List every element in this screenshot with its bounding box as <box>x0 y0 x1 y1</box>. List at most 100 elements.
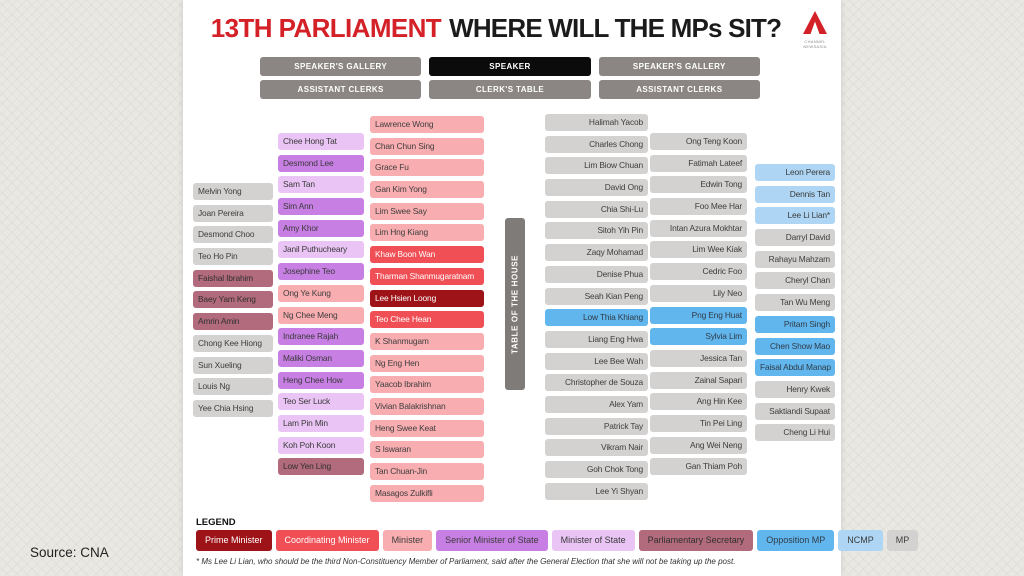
seat-tin-pei-ling: Tin Pei Ling <box>650 414 747 432</box>
seat-leon-perera: Leon Perera <box>755 164 835 181</box>
seat-alex-yam: Alex Yam <box>545 395 648 413</box>
seat-charles-chong: Charles Chong <box>545 135 648 153</box>
seat-png-eng-huat: Png Eng Huat <box>650 306 747 324</box>
seat-tan-chuan-jin: Tan Chuan-Jin <box>370 463 484 480</box>
seat-gan-kim-yong: Gan Kim Yong <box>370 181 484 199</box>
seat-lim-wee-kiak: Lim Wee Kiak <box>650 241 747 259</box>
seat-lim-biow-chuan: Lim Biow Chuan <box>545 157 648 175</box>
seat-s-iswaran: S Iswaran <box>370 441 484 459</box>
seat-ong-teng-koon: Ong Teng Koon <box>650 133 747 150</box>
seat-faishal-ibrahim: Faishal Ibrahim <box>193 269 273 287</box>
seat-masagos-zulkifli: Masagos Zulkifli <box>370 484 484 502</box>
seat-david-ong: David Ong <box>545 179 648 197</box>
seat-edwin-tong: Edwin Tong <box>650 176 747 194</box>
seat-column-5: Ong Teng Koon Fatimah Lateef Edwin Tong Foo… <box>650 133 747 476</box>
seat-column-3: Lawrence Wong Chan Chun Sing Grace Fu Gan K… <box>370 116 484 502</box>
seat-lim-swee-say: Lim Swee Say <box>370 202 484 220</box>
seat-fatimah-lateef: Fatimah Lateef <box>650 154 747 172</box>
seat-ang-wei-neng: Ang Wei Neng <box>650 436 747 454</box>
seat-cheng-li-hui: Cheng Li Hui <box>755 424 835 442</box>
seat-lily-neo: Lily Neo <box>650 284 747 302</box>
seat-intan-azura-mokhtar: Intan Azura Mokhtar <box>650 219 747 237</box>
seat-pritam-singh: Pritam Singh <box>755 315 835 333</box>
bench-speaker-s-gallery: SPEAKER'S GALLERY <box>260 57 422 76</box>
seat-teo-chee-hean: Teo Chee Hean <box>370 311 484 329</box>
seat-melvin-yong: Melvin Yong <box>193 183 273 200</box>
seat-vikram-nair: Vikram Nair <box>545 439 648 457</box>
seat-desmond-lee: Desmond Lee <box>278 154 364 172</box>
seat-amrin-amin: Amrin Amin <box>193 313 273 331</box>
legend-item-coordinating-minister: Coordinating Minister <box>275 530 379 551</box>
seat-koh-poh-koon: Koh Poh Koon <box>278 436 364 454</box>
seat-ng-eng-hen: Ng Eng Hen <box>370 354 484 372</box>
seat-indranee-rajah: Indranee Rajah <box>278 328 364 346</box>
seat-lawrence-wong: Lawrence Wong <box>370 116 484 133</box>
legend-item-prime-minister: Prime Minister <box>196 530 272 551</box>
legend-item-minister: Minister <box>382 530 433 551</box>
seat-sylvia-lim: Sylvia Lim <box>650 328 747 346</box>
seat-zainal-sapari: Zainal Sapari <box>650 371 747 389</box>
seat-sim-ann: Sim Ann <box>278 198 364 216</box>
bench-speaker-s-gallery: SPEAKER'S GALLERY <box>598 57 760 76</box>
seat-low-yen-ling: Low Yen Ling <box>278 458 364 476</box>
seat-teo-ho-pin: Teo Ho Pin <box>193 248 273 266</box>
seat-lee-hsien-loong: Lee Hsien Loong <box>370 289 484 307</box>
seat-grace-fu: Grace Fu <box>370 159 484 177</box>
seat-column-2: Chee Hong Tat Desmond Lee Sam Tan Sim Ann Am… <box>278 133 364 476</box>
seat-jessica-tan: Jessica Tan <box>650 349 747 367</box>
seat-heng-chee-how: Heng Chee How <box>278 371 364 389</box>
seat-henry-kwek: Henry Kwek <box>755 380 835 398</box>
seat-dennis-tan: Dennis Tan <box>755 185 835 203</box>
legend-item-senior-minister-of-state: Senior Minister of State <box>436 530 548 551</box>
seat-denise-phua: Denise Phua <box>545 265 648 283</box>
footnote: * Ms Lee Li Lian, who should be the thir… <box>196 557 736 566</box>
seat-lee-bee-wah: Lee Bee Wah <box>545 352 648 370</box>
seat-faisal-abdul-manap: Faisal Abdul Manap <box>755 359 835 377</box>
seat-seah-kian-peng: Seah Kian Peng <box>545 287 648 305</box>
title-red-part: 13TH PARLIAMENT <box>210 12 442 43</box>
seat-chong-kee-hiong: Chong Kee Hiong <box>193 334 273 352</box>
seat-tan-wu-meng: Tan Wu Meng <box>755 294 835 312</box>
legend-item-mp: MP <box>886 530 919 551</box>
seat-column-4: Halimah Yacob Charles Chong Lim Biow Chuan… <box>545 114 648 500</box>
seat-saktiandi-supaat: Saktiandi Supaat <box>755 402 835 420</box>
seat-foo-mee-har: Foo Mee Har <box>650 198 747 216</box>
seat-lam-pin-min: Lam Pin Min <box>278 414 364 432</box>
seat-amy-khor: Amy Khor <box>278 219 364 237</box>
seat-christopher-de-souza: Christopher de Souza <box>545 374 648 392</box>
seat-gan-thiam-poh: Gan Thiam Poh <box>650 458 747 476</box>
seat-josephine-teo: Josephine Teo <box>278 263 364 281</box>
seat-chee-hong-tat: Chee Hong Tat <box>278 133 364 150</box>
title-black-part: WHERE WILL THE MPs SIT? <box>449 12 782 43</box>
seat-baey-yam-keng: Baey Yam Keng <box>193 291 273 309</box>
seat-sitoh-yih-pin: Sitoh Yih Pin <box>545 222 648 240</box>
seat-low-thia-khiang: Low Thia Khiang <box>545 309 648 327</box>
seat-halimah-yacob: Halimah Yacob <box>545 114 648 131</box>
seat-sam-tan: Sam Tan <box>278 176 364 194</box>
seat-maliki-osman: Maliki Osman <box>278 349 364 367</box>
seat-chan-chun-sing: Chan Chun Sing <box>370 137 484 155</box>
seat-sun-xueling: Sun Xueling <box>193 356 273 374</box>
bench-assistant-clerks: ASSISTANT CLERKS <box>598 80 760 99</box>
seat-teo-ser-luck: Teo Ser Luck <box>278 393 364 411</box>
seat-desmond-choo: Desmond Choo <box>193 226 273 244</box>
seat-chia-shi-lu: Chia Shi-Lu <box>545 200 648 218</box>
table-of-the-house: TABLE OF THE HOUSE <box>505 218 525 390</box>
legend-label: LEGEND <box>196 517 236 528</box>
seat-tharman-shanmugaratnam: Tharman Shanmugaratnam <box>370 267 484 285</box>
seat-chen-show-mao: Chen Show Mao <box>755 337 835 355</box>
cna-logo-caption: CHANNEL NEWSASIA <box>803 39 827 49</box>
source-credit: Source: CNA <box>30 545 109 560</box>
seat-ang-hin-kee: Ang Hin Kee <box>650 393 747 411</box>
seat-janil-puthucheary: Janil Puthucheary <box>278 241 364 259</box>
seat-vivian-balakrishnan: Vivian Balakrishnan <box>370 397 484 415</box>
seat-column-1: Melvin Yong Joan Pereira Desmond Choo Teo H… <box>193 183 273 417</box>
seat-patrick-tay: Patrick Tay <box>545 417 648 435</box>
cna-logo-icon <box>803 11 827 34</box>
seat-ong-ye-kung: Ong Ye Kung <box>278 284 364 302</box>
seat-k-shanmugam: K Shanmugam <box>370 332 484 350</box>
legend: Prime Minister Coordinating Minister Minis… <box>196 530 919 551</box>
seat-lee-li-lian: Lee Li Lian* <box>755 207 835 225</box>
seat-cedric-foo: Cedric Foo <box>650 263 747 281</box>
seat-zaqy-mohamad: Zaqy Mohamad <box>545 244 648 262</box>
